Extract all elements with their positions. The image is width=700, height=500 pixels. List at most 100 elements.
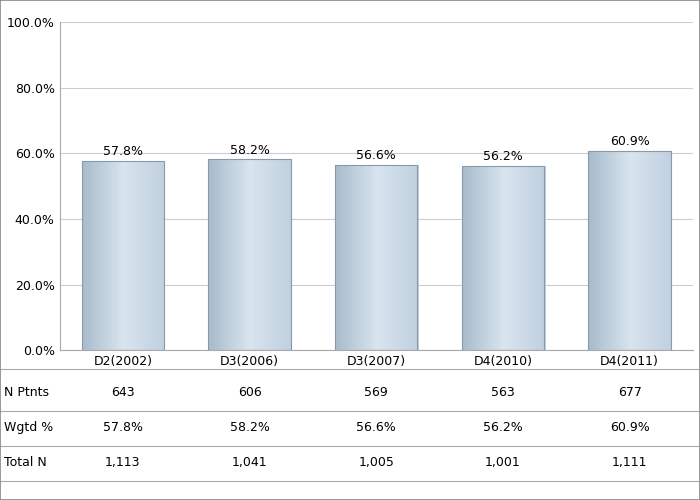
Bar bbox=[369, 164, 370, 350]
Bar bbox=[516, 166, 518, 350]
Text: Total N: Total N bbox=[4, 456, 46, 469]
Bar bbox=[114, 160, 116, 350]
Bar bbox=[92, 160, 93, 350]
Bar bbox=[90, 160, 92, 350]
Bar bbox=[671, 150, 672, 350]
Bar bbox=[289, 160, 290, 350]
Bar bbox=[541, 166, 542, 350]
Bar bbox=[107, 160, 108, 350]
Bar bbox=[89, 160, 90, 350]
Bar bbox=[210, 160, 211, 350]
Bar bbox=[104, 160, 106, 350]
Bar bbox=[462, 166, 544, 350]
Bar bbox=[634, 150, 636, 350]
Bar bbox=[267, 160, 268, 350]
Bar bbox=[598, 150, 600, 350]
Bar bbox=[211, 160, 213, 350]
Bar bbox=[121, 160, 122, 350]
Bar bbox=[665, 150, 666, 350]
Bar bbox=[630, 150, 632, 350]
Bar bbox=[538, 166, 540, 350]
Bar bbox=[217, 160, 218, 350]
Bar bbox=[655, 150, 657, 350]
Bar bbox=[118, 160, 120, 350]
Bar bbox=[110, 160, 111, 350]
Bar bbox=[477, 166, 479, 350]
Bar bbox=[278, 160, 279, 350]
Bar bbox=[82, 160, 83, 350]
Bar bbox=[148, 160, 150, 350]
Bar bbox=[262, 160, 265, 350]
Bar bbox=[271, 160, 272, 350]
Text: 1,041: 1,041 bbox=[232, 456, 267, 469]
Bar bbox=[618, 150, 620, 350]
Bar bbox=[592, 150, 593, 350]
Bar bbox=[218, 160, 220, 350]
Bar bbox=[668, 150, 669, 350]
Bar bbox=[286, 160, 288, 350]
Bar bbox=[209, 160, 290, 350]
Bar bbox=[497, 166, 498, 350]
Bar bbox=[597, 150, 598, 350]
Bar bbox=[503, 166, 504, 350]
Bar bbox=[468, 166, 469, 350]
Bar bbox=[88, 160, 89, 350]
Bar bbox=[284, 160, 285, 350]
Bar bbox=[483, 166, 484, 350]
Bar bbox=[652, 150, 654, 350]
Bar bbox=[593, 150, 594, 350]
Bar bbox=[268, 160, 270, 350]
Bar bbox=[372, 164, 373, 350]
Bar bbox=[223, 160, 224, 350]
Bar bbox=[503, 166, 505, 350]
Text: 57.8%: 57.8% bbox=[103, 421, 143, 434]
Bar bbox=[225, 160, 227, 350]
Text: 58.2%: 58.2% bbox=[230, 421, 270, 434]
Bar bbox=[631, 150, 634, 350]
Bar bbox=[341, 164, 342, 350]
Bar bbox=[234, 160, 235, 350]
Bar bbox=[608, 150, 610, 350]
Text: 643: 643 bbox=[111, 386, 134, 399]
Bar bbox=[242, 160, 244, 350]
Bar bbox=[604, 150, 606, 350]
Bar bbox=[479, 166, 480, 350]
Bar bbox=[368, 164, 369, 350]
Bar bbox=[611, 150, 612, 350]
Bar bbox=[258, 160, 260, 350]
Bar bbox=[589, 150, 671, 350]
Bar bbox=[666, 150, 668, 350]
Bar bbox=[381, 164, 383, 350]
Bar bbox=[214, 160, 216, 350]
Bar bbox=[100, 160, 102, 350]
Bar bbox=[643, 150, 645, 350]
Bar bbox=[596, 150, 597, 350]
Bar bbox=[410, 164, 412, 350]
Bar bbox=[406, 164, 407, 350]
Bar bbox=[475, 166, 476, 350]
Bar bbox=[356, 164, 358, 350]
Text: 60.9%: 60.9% bbox=[610, 421, 650, 434]
Bar bbox=[117, 160, 118, 350]
Bar bbox=[144, 160, 146, 350]
Bar bbox=[527, 166, 528, 350]
Bar bbox=[526, 166, 527, 350]
Bar bbox=[288, 160, 289, 350]
Bar bbox=[366, 164, 368, 350]
Bar bbox=[99, 160, 100, 350]
Bar bbox=[520, 166, 522, 350]
Bar bbox=[622, 150, 624, 350]
Bar bbox=[617, 150, 618, 350]
Bar bbox=[654, 150, 655, 350]
Bar bbox=[407, 164, 409, 350]
Bar bbox=[354, 164, 355, 350]
Bar bbox=[633, 150, 635, 350]
Bar bbox=[400, 164, 402, 350]
Bar bbox=[241, 160, 242, 350]
Bar bbox=[127, 160, 130, 350]
Bar bbox=[413, 164, 414, 350]
Bar bbox=[246, 160, 248, 350]
Bar bbox=[244, 160, 245, 350]
Bar bbox=[395, 164, 396, 350]
Bar bbox=[237, 160, 238, 350]
